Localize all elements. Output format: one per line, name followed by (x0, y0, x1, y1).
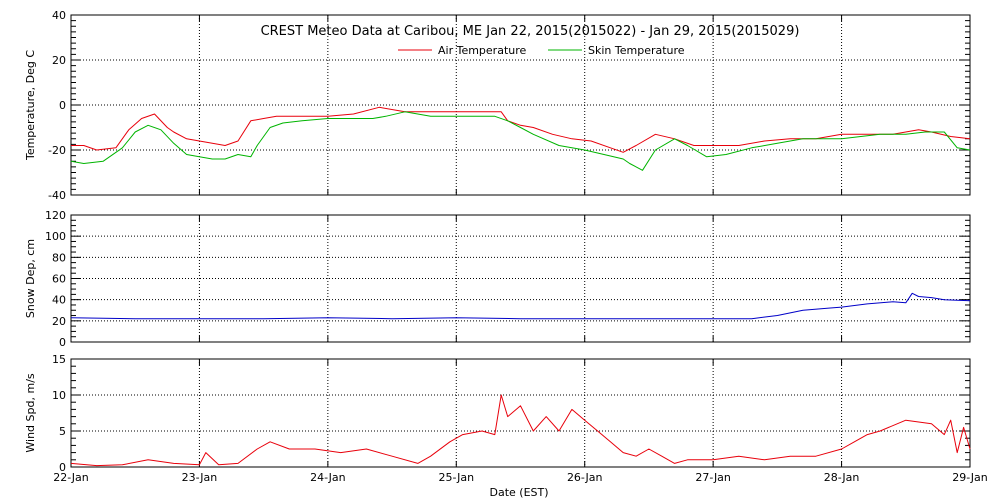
y-tick-label: 20 (52, 54, 66, 67)
x-tick-label: 28-Jan (824, 471, 860, 484)
y-tick-label: 0 (59, 336, 66, 349)
plot-frame (70, 14, 971, 196)
x-tick-label: 23-Jan (182, 471, 218, 484)
temperature-panel: 40 20 0 -20 -40 Temperature, Deg C (24, 9, 971, 202)
y-tick-label: 60 (52, 273, 66, 286)
y-axis-title: Wind Spd, m/s (24, 373, 37, 453)
y-axis-title: Temperature, Deg C (24, 50, 37, 161)
y-tick-label: 40 (52, 9, 66, 22)
y-tick-label: 15 (52, 353, 66, 366)
wind-speed-line (70, 394, 971, 467)
snow-depth-panel: 120 100 80 60 40 20 0 Snow Dep, cm (24, 209, 971, 349)
wind-speed-panel: 15 10 5 0 Wind Spd, m/s (24, 353, 971, 474)
x-tick-label: 22-Jan (53, 471, 89, 484)
x-tick-label: 27-Jan (695, 471, 731, 484)
air-temperature-line (71, 106, 971, 153)
x-axis-title: Date (EST) (489, 486, 548, 499)
plot-frame (70, 214, 971, 343)
y-tick-label: 120 (45, 209, 66, 222)
x-tick-label: 26-Jan (567, 471, 603, 484)
x-tick-labels: 22-Jan 23-Jan 24-Jan 25-Jan 26-Jan 27-Jan 28-J… (53, 471, 988, 484)
legend: Air Temperature Skin Temperature (398, 44, 685, 57)
y-tick-label: 80 (52, 251, 66, 264)
legend-label-air: Air Temperature (438, 44, 527, 57)
x-tick-label: 25-Jan (439, 471, 475, 484)
y-tick-label: -20 (48, 144, 66, 157)
skin-temperature-line (70, 111, 971, 171)
y-tick-label: 5 (59, 425, 66, 438)
y-tick-label: 0 (59, 99, 66, 112)
chart-title: CREST Meteo Data at Caribou, ME Jan 22, … (261, 24, 800, 39)
y-tick-label: -40 (48, 189, 66, 202)
y-axis-title: Snow Dep, cm (24, 239, 37, 318)
x-tick-label: 29-Jan (952, 471, 988, 484)
x-tick-label: 24-Jan (310, 471, 346, 484)
y-tick-label: 0 (59, 461, 66, 474)
legend-label-skin: Skin Temperature (588, 44, 685, 57)
y-tick-label: 10 (52, 389, 66, 402)
snow-depth-line (70, 292, 971, 320)
y-tick-label: 20 (52, 315, 66, 328)
y-tick-label: 40 (52, 294, 66, 307)
plot-frame (70, 358, 971, 468)
y-tick-label: 100 (45, 230, 66, 243)
